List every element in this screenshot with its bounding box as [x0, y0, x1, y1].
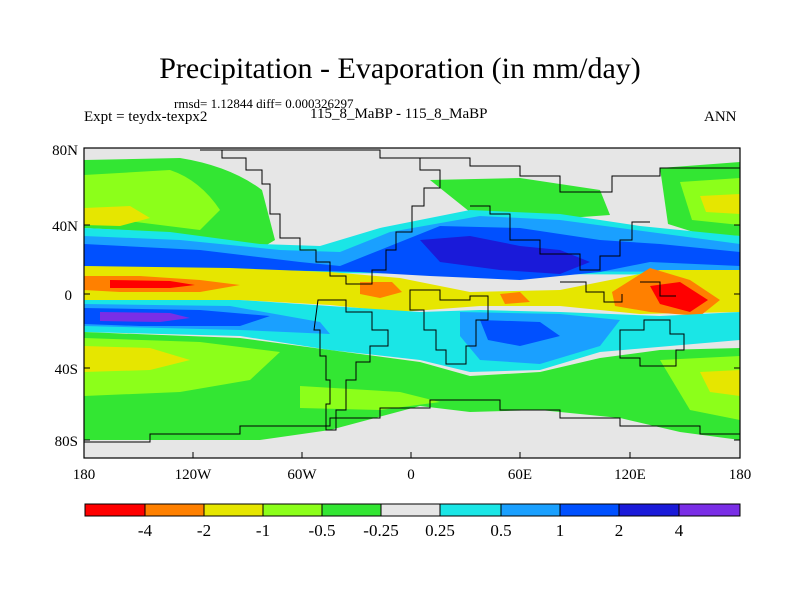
y-label-80s: 80S [55, 434, 78, 450]
sh-pacific-purple [100, 312, 190, 322]
colorbar-label-3: -0.5 [309, 521, 336, 540]
eq-red-east [650, 282, 708, 312]
coastline-africa [409, 289, 489, 365]
colorbar-swatch-8 [560, 504, 619, 516]
sh-indian-blue [480, 320, 560, 346]
eq-orange-atlantic [360, 282, 402, 298]
y-ticks [84, 147, 740, 441]
colorbar-frame [84, 503, 741, 517]
colorbar-swatch-7 [501, 504, 560, 516]
colorbar-swatch-4 [322, 504, 381, 516]
sh-atlantic-yellowgreen [300, 386, 440, 410]
x-label-60w: 60W [287, 467, 317, 483]
case-label: 115_8_MaBP - 115_8_MaBP [310, 106, 488, 122]
sh-southern-yellow [84, 346, 190, 372]
colorbar-swatch-6 [440, 504, 501, 516]
colorbar-swatch-0 [85, 504, 145, 516]
season-label: ANN [704, 109, 737, 125]
x-label-180e: 180 [729, 467, 752, 483]
coastline-south-america [313, 299, 389, 431]
colorbar-swatch-1 [145, 504, 204, 516]
x-label-120w: 120W [175, 467, 213, 483]
nh-continent-deepblue [420, 236, 590, 274]
coastlines [84, 149, 740, 443]
nh-atlantic-green [430, 178, 610, 220]
experiment-label: Expt = teydx-texpx2 [84, 109, 208, 125]
x-label-120e: 120E [614, 467, 646, 483]
plot-frame [83, 147, 741, 459]
coastline-north-america [200, 149, 441, 285]
coastline-australia [619, 319, 685, 367]
y-label-eq: 0 [65, 288, 73, 304]
coastline-eurasia [420, 157, 740, 271]
colorbar-swatch-5 [381, 504, 440, 516]
colorbar-label-9: 4 [675, 521, 684, 540]
sh-eastern-yellow [700, 370, 740, 396]
nh-pacific-yellow [84, 206, 150, 226]
nh-eastern-yellow [700, 194, 740, 214]
colorbar-swatch-10 [679, 504, 740, 516]
colorbar-label-0: -4 [138, 521, 153, 540]
y-label-80n: 80N [52, 143, 78, 159]
x-ticks [83, 452, 741, 458]
colorbar-swatch-2 [204, 504, 263, 516]
x-label-0: 0 [407, 467, 415, 483]
colorbar-swatch-9 [619, 504, 679, 516]
plot-title: Precipitation - Evaporation (in mm/day) [159, 52, 641, 85]
coastline-antarctica [84, 399, 740, 443]
coastline-maritime-continent [560, 281, 676, 303]
y-label-40s: 40S [55, 362, 78, 378]
antarctic-neutral [84, 440, 740, 458]
colorbar-label-2: -1 [256, 521, 270, 540]
colorbar-label-7: 1 [556, 521, 565, 540]
eq-orange-indian [500, 292, 530, 304]
colorbar [84, 503, 741, 517]
x-label-180w: 180 [73, 467, 96, 483]
contour-field [84, 148, 740, 458]
stats-text: rmsd= 1.12844 diff= 0.000326297 [174, 96, 354, 111]
eq-red-west [110, 280, 195, 288]
x-label-60e: 60E [508, 467, 532, 483]
y-label-40n: 40N [52, 219, 78, 235]
colorbar-label-6: 0.5 [490, 521, 511, 540]
colorbar-label-1: -2 [197, 521, 211, 540]
colorbar-swatch-3 [263, 504, 322, 516]
colorbar-label-5: 0.25 [425, 521, 455, 540]
colorbar-label-4: -0.25 [363, 521, 398, 540]
colorbar-label-8: 2 [615, 521, 624, 540]
